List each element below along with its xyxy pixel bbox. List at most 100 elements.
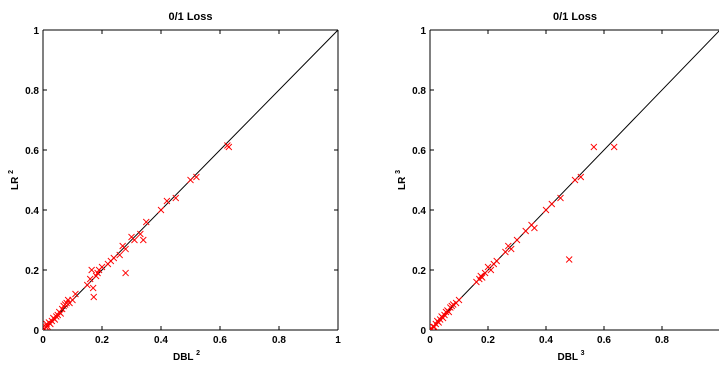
y-axis-label-superscript: 3 <box>395 170 402 174</box>
data-point <box>172 194 180 202</box>
data-point <box>565 256 573 263</box>
data-point <box>83 281 91 289</box>
data-point <box>139 236 147 244</box>
x-axis-label: DBL 3 <box>557 350 584 363</box>
x-tick-label: 0 <box>40 335 46 346</box>
data-point <box>131 236 138 244</box>
data-point <box>571 176 579 184</box>
x-tick-label: 0.4 <box>154 335 168 346</box>
data-point-stroke <box>610 143 618 151</box>
panel-2: 0 0.2 0.4 0.6 0.8 0 0.2 0.4 0.6 0.8 1 0/1 Loss DBL 3… <box>395 11 719 363</box>
data-point-stroke <box>507 245 515 253</box>
data-point-stroke <box>542 206 550 214</box>
data-point <box>110 254 118 262</box>
data-point-stroke <box>513 236 521 244</box>
data-point <box>137 230 144 238</box>
data-point-stroke <box>225 143 233 151</box>
data-point <box>610 143 618 151</box>
y-tick-label: 0 <box>33 326 39 337</box>
data-point <box>445 308 453 316</box>
data-point-stroke <box>481 269 489 277</box>
x-tick-label: 0.2 <box>481 335 495 346</box>
y-tick-label: 0.8 <box>412 86 426 97</box>
data-point-stroke <box>72 290 79 298</box>
data-point <box>98 263 106 271</box>
x-tick-label: 0.6 <box>597 335 611 346</box>
data-point <box>157 206 165 214</box>
x-tick-label: 0.2 <box>95 335 109 346</box>
data-point <box>142 218 150 226</box>
data-point-stroke <box>88 266 95 274</box>
data-point-stroke <box>531 224 538 232</box>
data-point-stroke <box>137 230 144 238</box>
x-tick-label: 0.4 <box>539 335 553 346</box>
data-point-stroke <box>445 308 453 316</box>
data-point-stroke <box>83 281 91 289</box>
data-point <box>225 143 233 151</box>
data-point-stroke <box>157 206 165 214</box>
data-point <box>455 296 463 304</box>
data-point <box>507 245 515 253</box>
y-tick-label: 0 <box>420 326 426 337</box>
x-axis-label-superscript: 3 <box>581 350 585 357</box>
data-point-stroke <box>502 248 509 256</box>
data-point-stroke <box>557 194 564 202</box>
y-tick-label: 0.4 <box>412 206 426 217</box>
x-tick-label: 0.8 <box>272 335 286 346</box>
data-point <box>502 248 509 256</box>
data-point <box>481 269 489 277</box>
data-point <box>88 266 95 274</box>
data-point-stroke <box>455 296 463 304</box>
data-point-stroke <box>69 296 76 304</box>
data-point <box>522 227 530 235</box>
x-tick-label: 0.8 <box>655 335 669 346</box>
data-point-stroke <box>89 284 97 292</box>
data-point <box>548 200 556 208</box>
chart-title: 0/1 Loss <box>168 11 212 23</box>
data-point-stroke <box>139 236 147 244</box>
data-point-stroke <box>98 263 106 271</box>
panel-1: 0 0.2 0.4 0.6 0.8 1 0 0.2 0.4 0.6 0.8 1 0/1 Loss DBL … <box>8 11 341 363</box>
data-point <box>163 197 171 205</box>
data-point-stroke <box>172 194 180 202</box>
x-axis-label-superscript: 2 <box>196 350 200 357</box>
data-point <box>577 173 585 181</box>
data-point-stroke <box>131 236 138 244</box>
chart-title: 0/1 Loss <box>553 11 597 23</box>
data-point-stroke <box>142 218 150 226</box>
data-point <box>72 290 79 298</box>
data-point-stroke <box>571 176 579 184</box>
y-tick-label: 0.2 <box>25 266 39 277</box>
data-point <box>193 173 200 181</box>
data-point-stroke <box>565 256 573 263</box>
x-tick-label: 0.6 <box>213 335 227 346</box>
data-point <box>493 257 501 265</box>
data-point <box>86 275 94 283</box>
plot-area <box>43 30 338 330</box>
data-point-stroke <box>57 310 65 317</box>
data-point-stroke <box>577 173 585 181</box>
y-axis-label-superscript: 2 <box>8 170 15 174</box>
x-tick-label: 1 <box>335 335 341 346</box>
y-tick-label: 0.8 <box>25 86 39 97</box>
plot-area <box>430 30 719 330</box>
data-point <box>122 245 129 253</box>
data-point-stroke <box>163 197 171 205</box>
y-tick-label: 1 <box>33 26 39 37</box>
data-point-stroke <box>590 143 598 151</box>
y-axis-label: LR 3 <box>395 170 408 190</box>
y-tick-label: 1 <box>420 26 426 37</box>
y-tick-label: 0.2 <box>412 266 426 277</box>
data-point-stroke <box>122 245 129 253</box>
data-point <box>187 176 194 184</box>
x-axis-label: DBL 2 <box>173 350 200 363</box>
data-point <box>478 274 486 281</box>
y-tick-label: 0.4 <box>25 206 39 217</box>
data-point <box>542 206 550 214</box>
data-point <box>513 236 521 244</box>
data-point <box>90 293 98 301</box>
y-tick-label: 0.6 <box>25 146 39 157</box>
data-point-stroke <box>487 266 495 274</box>
data-point <box>116 251 124 259</box>
